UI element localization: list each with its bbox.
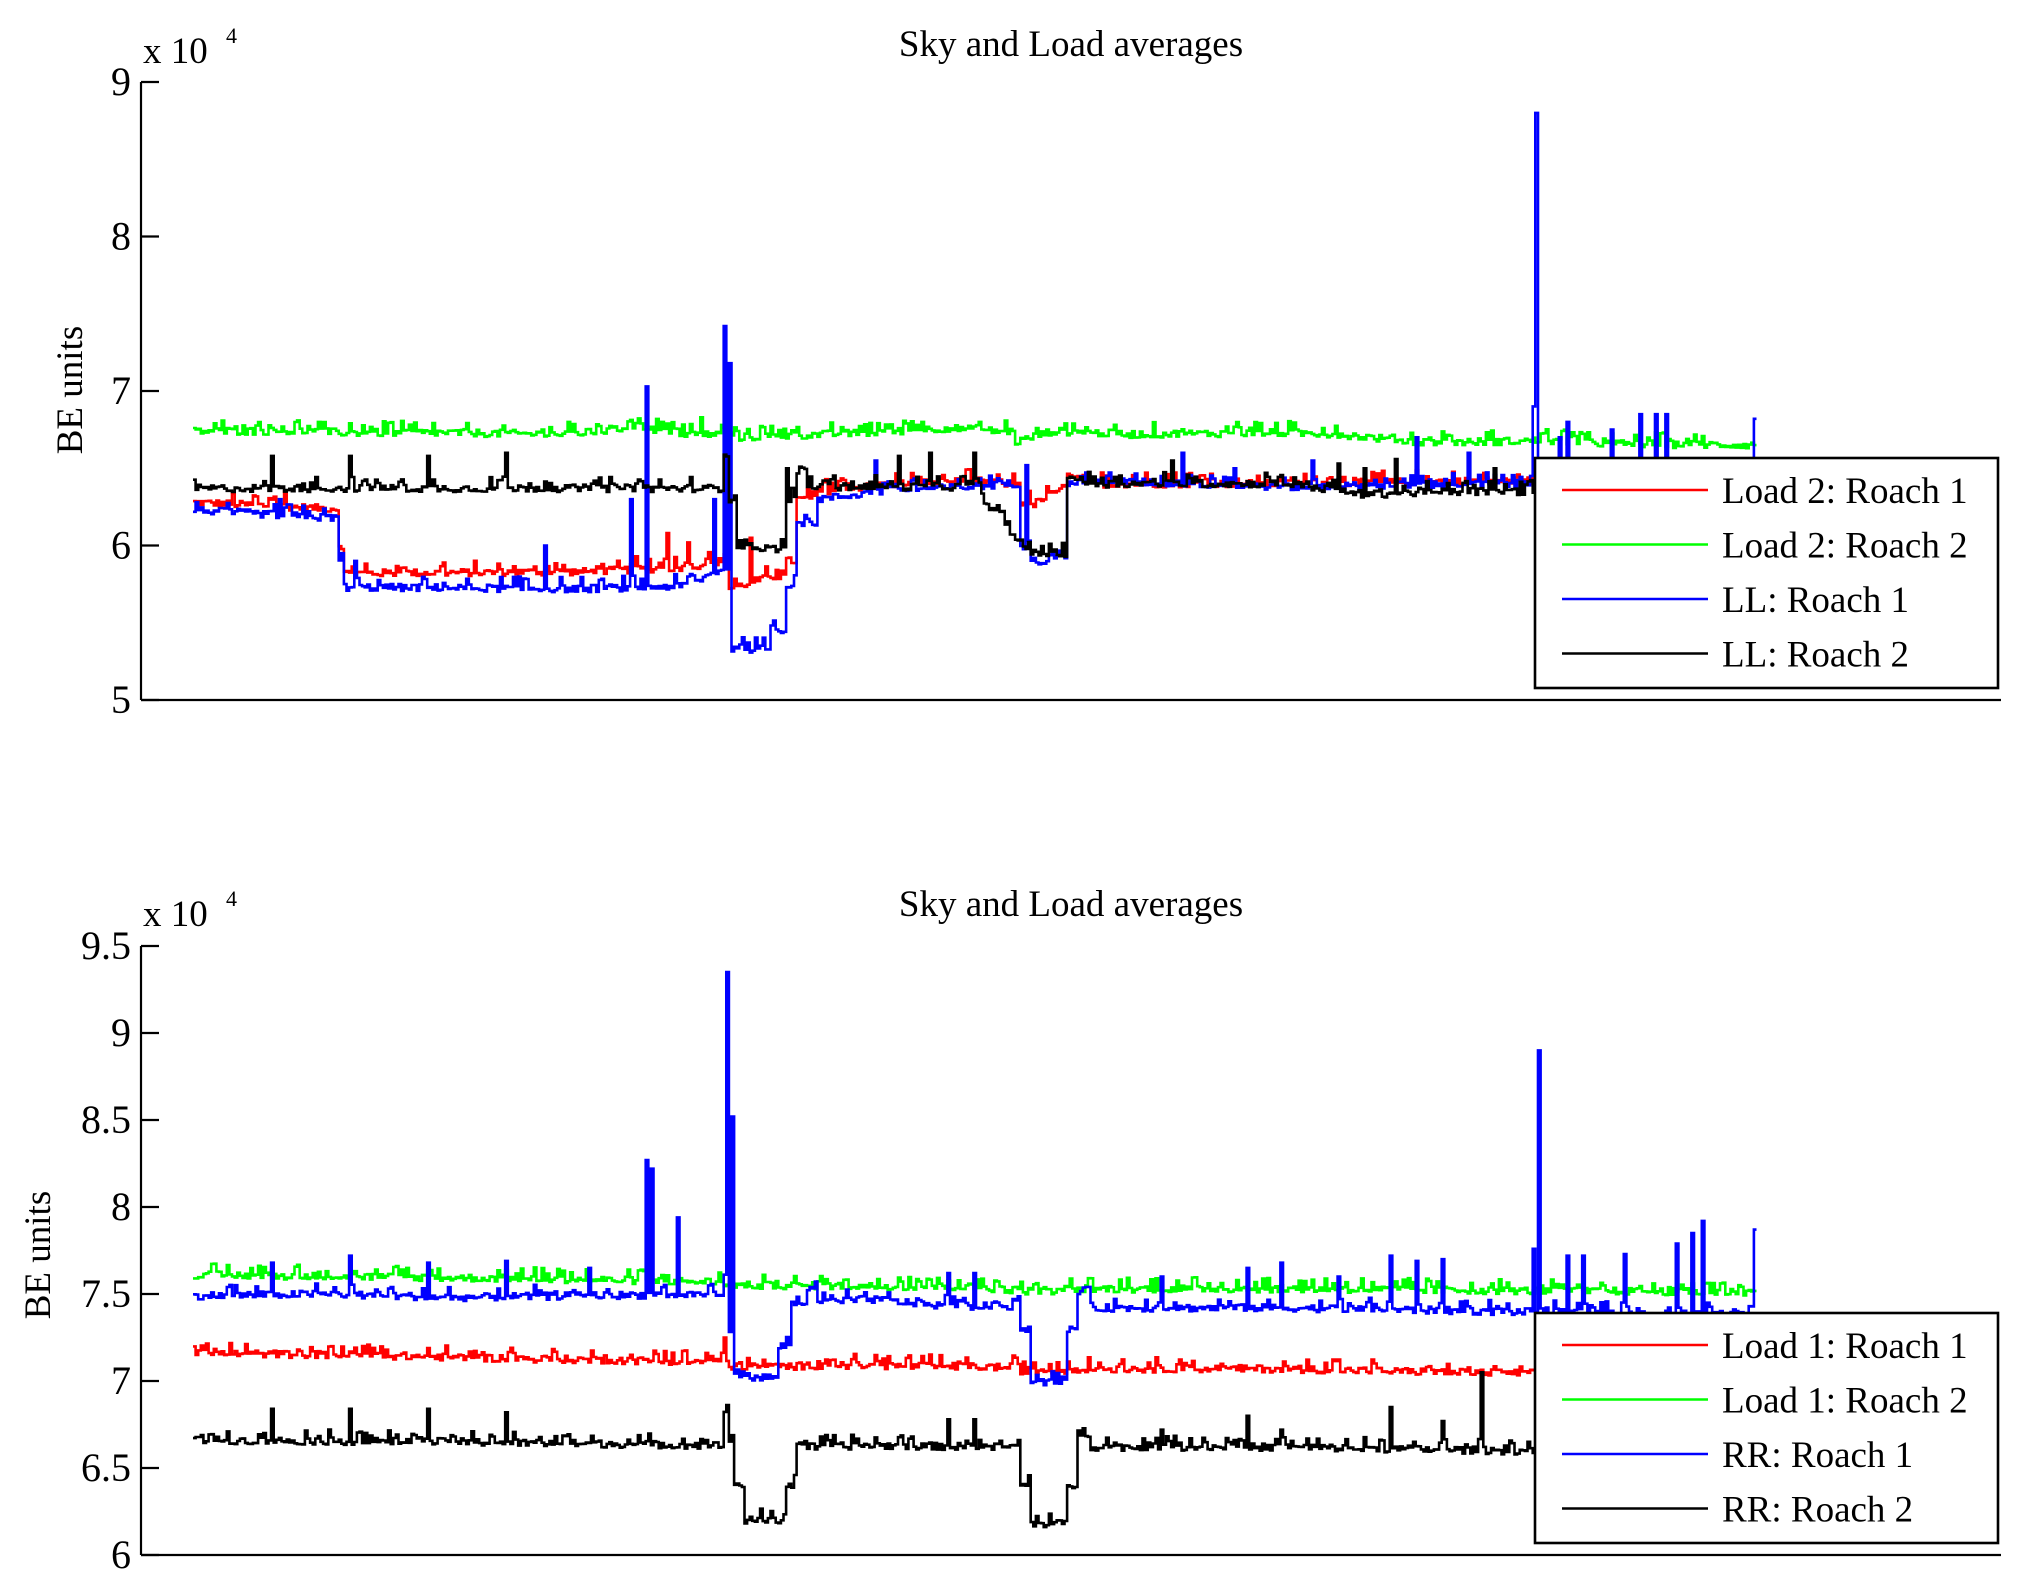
legend-label: Load 2: Roach 1 bbox=[1722, 471, 1968, 512]
series-line-rr-roach-2 bbox=[193, 1371, 1757, 1529]
top-chart-series-group bbox=[193, 111, 1757, 654]
series-line-load-1-roach-1 bbox=[193, 1336, 1757, 1381]
legend-label: RR: Roach 1 bbox=[1722, 1435, 1913, 1476]
y-tick-label: 8 bbox=[111, 214, 131, 259]
series-line-load-2-roach-2 bbox=[193, 416, 1757, 450]
legend-box bbox=[1533, 456, 2000, 690]
y-tick-label: 8 bbox=[111, 1184, 131, 1229]
bottom-chart-title: Sky and Load averages bbox=[899, 884, 1243, 925]
top-chart-multiplier: x 10 bbox=[143, 31, 208, 72]
bottom-chart-multiplier-exponent: 4 bbox=[226, 886, 237, 911]
legend-label: RR: Roach 2 bbox=[1722, 1490, 1913, 1531]
top-chart-ylabel: BE units bbox=[50, 326, 91, 455]
bottom-chart-series-group bbox=[193, 970, 1757, 1529]
legend-label: LL: Roach 2 bbox=[1722, 635, 1909, 676]
top-chart-axes: 5 6 7 8 9 bbox=[111, 59, 2001, 722]
bottom-chart-multiplier: x 10 bbox=[143, 894, 208, 935]
top-chart-legend: Load 2: Roach 1 Load 2: Roach 2 LL: Roach … bbox=[1533, 456, 2000, 690]
legend-label: Load 2: Roach 2 bbox=[1722, 526, 1968, 567]
bottom-chart-ylabel: BE units bbox=[18, 1191, 59, 1320]
legend-box bbox=[1533, 1311, 2000, 1545]
y-tick-label: 7 bbox=[111, 368, 131, 413]
series-line-rr-roach-1 bbox=[193, 970, 1757, 1387]
y-tick-label: 5 bbox=[111, 677, 131, 722]
y-tick-label: 7 bbox=[111, 1358, 131, 1403]
legend-label: Load 1: Roach 2 bbox=[1722, 1381, 1968, 1422]
top-chart: Sky and Load averages x 10 4 BE units 5 6… bbox=[50, 23, 2001, 722]
y-tick-label: 9 bbox=[111, 1010, 131, 1055]
bottom-chart: Sky and Load averages x 10 4 BE units 66… bbox=[18, 884, 2001, 1577]
y-tick-label: 9 bbox=[111, 59, 131, 104]
bottom-chart-axes: 6 6.5 7 7.5 8 8.5 9 9.5 bbox=[81, 923, 2001, 1577]
bottom-chart-legend: Load 1: Roach 1 Load 1: Roach 2 RR: Roach … bbox=[1533, 1311, 2000, 1545]
y-tick-label: 6 bbox=[111, 1532, 131, 1577]
legend-label: LL: Roach 1 bbox=[1722, 580, 1909, 621]
y-tick-label: 8.5 bbox=[81, 1097, 131, 1142]
series-line-ll-roach-2 bbox=[193, 451, 1757, 559]
legend-label: Load 1: Roach 1 bbox=[1722, 1326, 1968, 1367]
top-chart-multiplier-exponent: 4 bbox=[226, 23, 237, 48]
y-tick-label: 6.5 bbox=[81, 1445, 131, 1490]
y-tick-label: 7.5 bbox=[81, 1271, 131, 1316]
top-chart-title: Sky and Load averages bbox=[899, 24, 1243, 65]
y-tick-label: 9.5 bbox=[81, 923, 131, 968]
y-tick-label: 6 bbox=[111, 523, 131, 568]
